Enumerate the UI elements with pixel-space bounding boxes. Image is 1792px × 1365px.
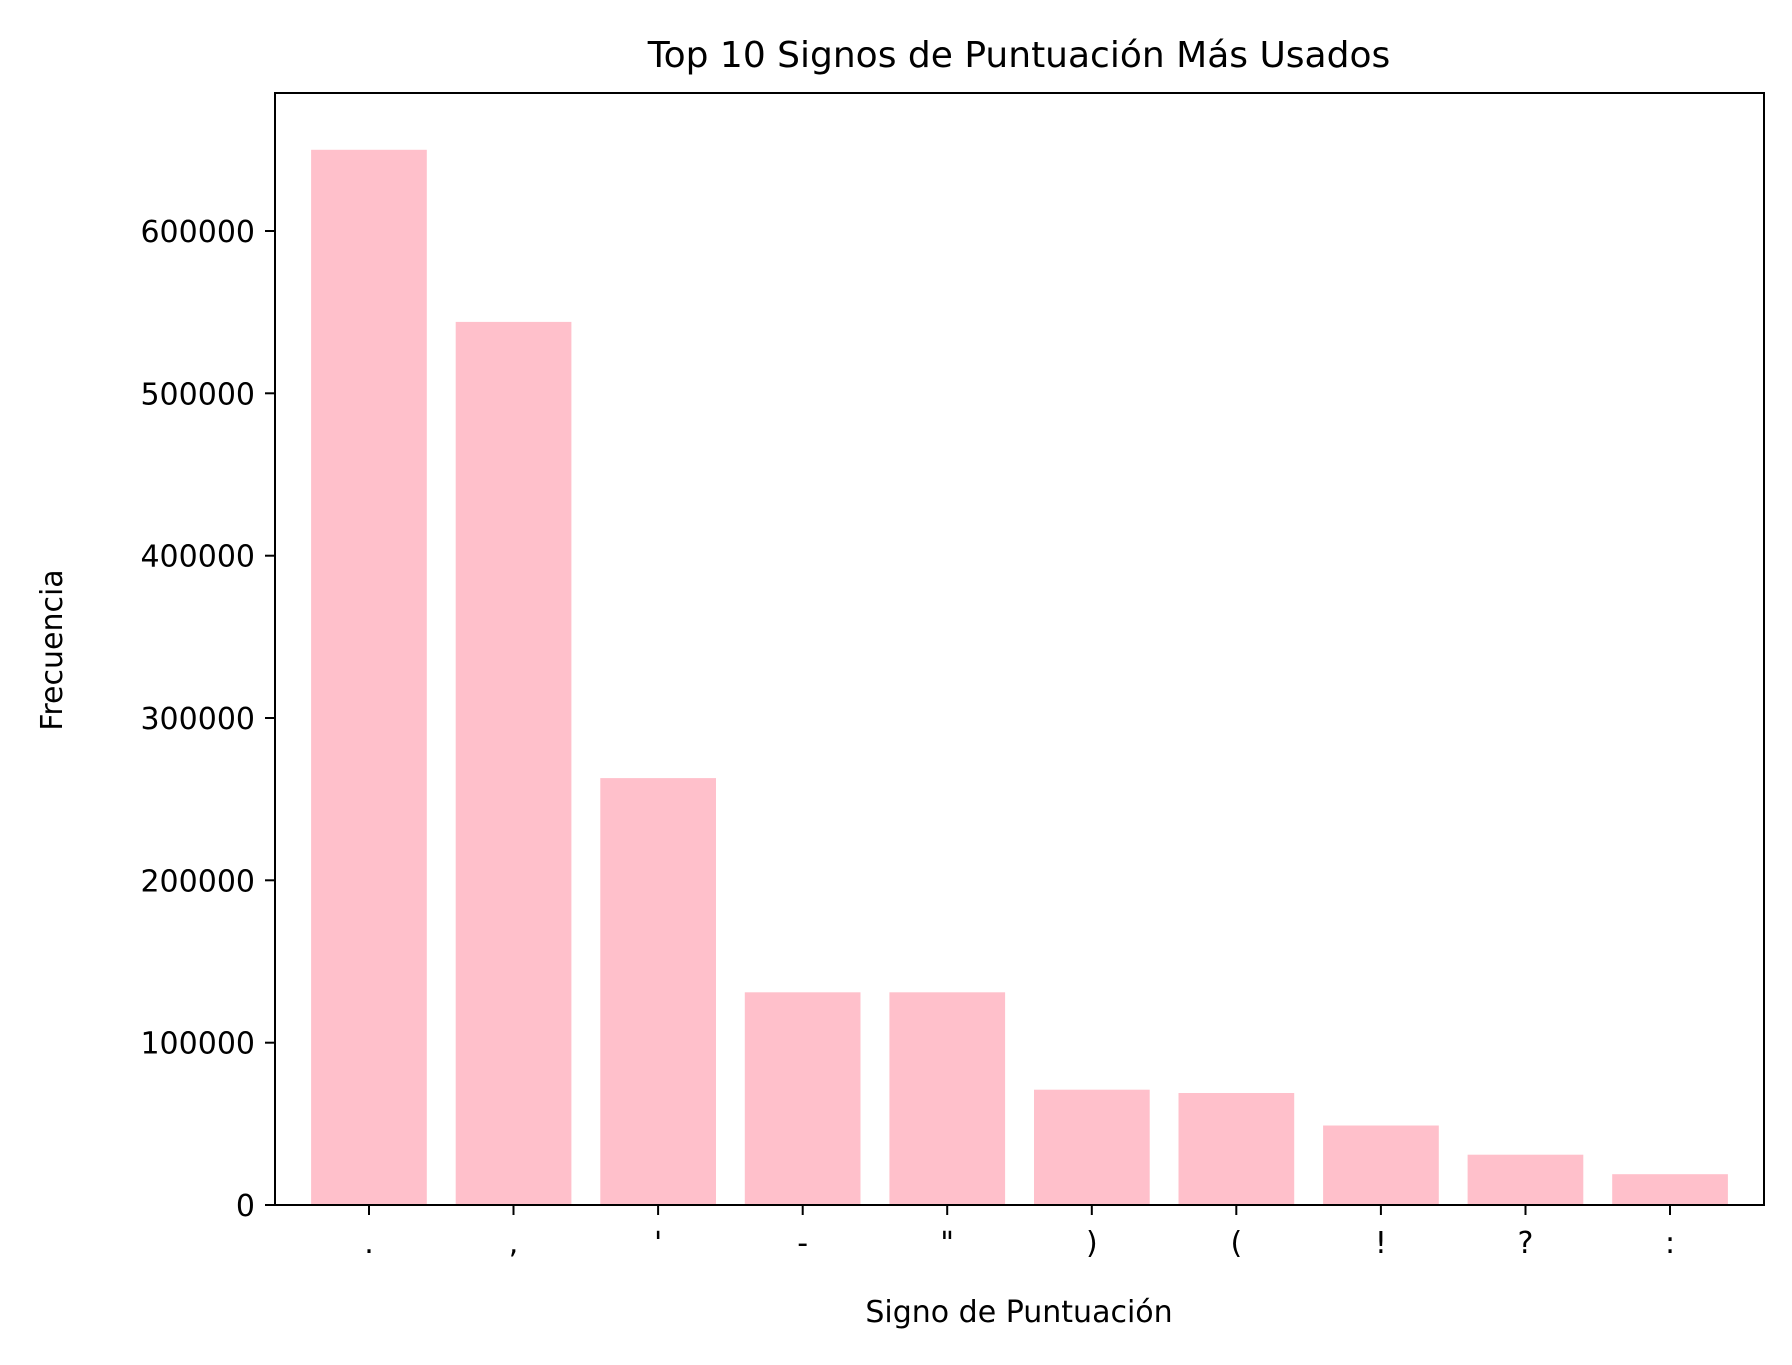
x-tick-label: , <box>509 1226 519 1261</box>
y-tick-label: 0 <box>236 1189 255 1224</box>
y-tick-label: 400000 <box>140 540 255 575</box>
x-tick-label: - <box>797 1226 808 1261</box>
x-tick-label: : <box>1665 1226 1675 1261</box>
x-tick-label: ' <box>654 1226 662 1261</box>
bar <box>1323 1125 1439 1205</box>
y-tick-label: 600000 <box>140 215 255 250</box>
y-tick-label: 100000 <box>140 1027 255 1062</box>
bar <box>1467 1154 1584 1205</box>
bar <box>600 778 716 1205</box>
bar <box>889 992 1006 1205</box>
bars-layer <box>311 149 1728 1205</box>
x-axis: ., ' - ") (!?: <box>364 1205 1675 1261</box>
bar <box>744 992 861 1205</box>
plot-frame <box>274 92 1765 1206</box>
bar <box>311 149 427 1205</box>
x-tick-label: . <box>364 1226 374 1261</box>
x-tick-label: ) <box>1086 1226 1098 1261</box>
y-axis-label: Frecuencia <box>35 569 70 730</box>
x-tick-label: " <box>940 1226 954 1261</box>
y-axis: 0 100000 200000 300000 400000 500000 600000 <box>140 215 275 1224</box>
y-tick-label: 300000 <box>140 702 255 737</box>
x-axis-label: Signo de Puntuación <box>865 1295 1172 1330</box>
bar <box>1034 1089 1150 1205</box>
x-tick-label: ? <box>1518 1226 1534 1261</box>
bar <box>455 321 572 1205</box>
chart-title: Top 10 Signos de Puntuación Más Usados <box>647 35 1391 76</box>
y-tick-label: 500000 <box>140 377 255 412</box>
bar <box>1612 1174 1728 1205</box>
bar <box>1178 1093 1295 1205</box>
x-tick-label: ! <box>1375 1226 1387 1261</box>
x-tick-label: ( <box>1230 1226 1242 1261</box>
y-tick-label: 200000 <box>140 864 255 899</box>
